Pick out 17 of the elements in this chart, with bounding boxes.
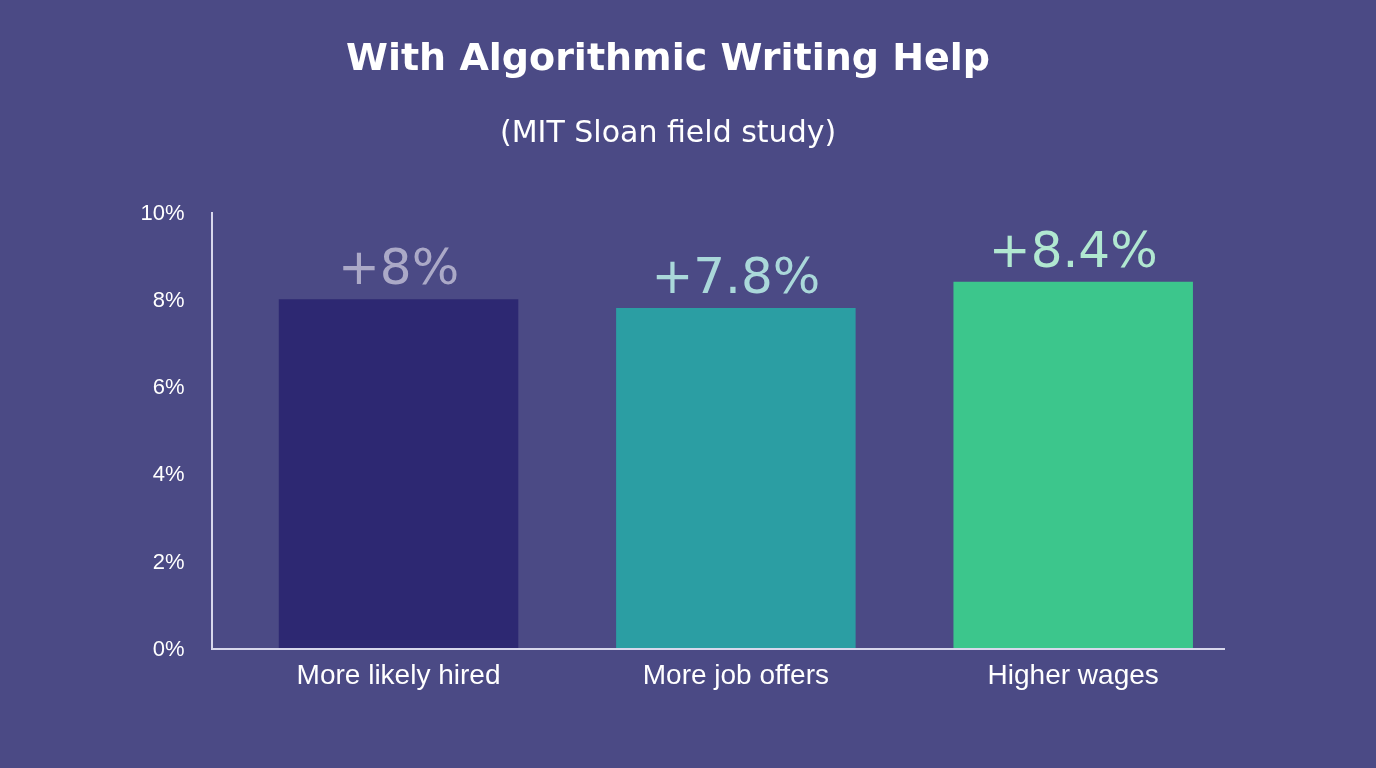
x-tick-label: More job offers bbox=[642, 658, 829, 690]
data-label: +8.4% bbox=[988, 220, 1158, 279]
chart-subtitle: (MIT Sloan field study) bbox=[500, 114, 837, 149]
data-label: +7.8% bbox=[651, 246, 821, 305]
x-tick-label: Higher wages bbox=[987, 658, 1159, 690]
chart-title: With Algorithmic Writing Help bbox=[346, 35, 990, 79]
y-tick-label: 0% bbox=[152, 635, 185, 661]
bar bbox=[953, 281, 1193, 648]
y-tick-label: 4% bbox=[152, 461, 185, 487]
y-tick-label: 6% bbox=[152, 374, 185, 400]
bar bbox=[616, 307, 856, 648]
y-tick-label: 2% bbox=[152, 548, 185, 574]
y-tick-label: 10% bbox=[140, 199, 185, 225]
y-tick-label: 8% bbox=[152, 286, 185, 312]
bar bbox=[278, 299, 519, 648]
data-label: +8% bbox=[337, 238, 460, 297]
x-tick-label: More likely hired bbox=[296, 658, 501, 690]
